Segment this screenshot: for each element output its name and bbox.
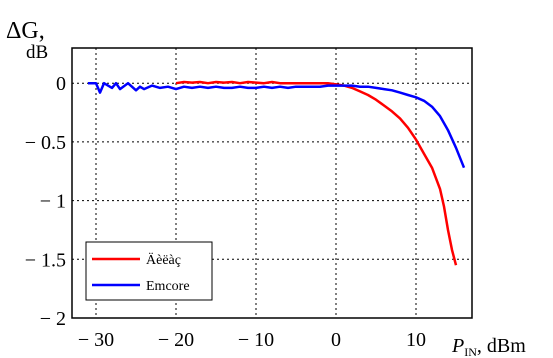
series-line-2 (88, 81, 466, 169)
x-axis-label: PIN, dBm (451, 335, 526, 358)
x-tick-label: − 30 (78, 329, 114, 351)
series-line-1 (175, 80, 458, 266)
y-axis-label: ΔG, (6, 18, 45, 44)
x-axis-symbol: P (451, 335, 464, 357)
y-tick-label: 0 (56, 73, 66, 95)
plot-frame (71, 47, 473, 319)
y-tick-label: − 1.5 (25, 249, 66, 271)
series-lines (88, 80, 466, 266)
y-axis-unit: dB (26, 42, 48, 63)
x-tick-label: − 10 (238, 329, 274, 351)
x-axis-unit: , dBm (477, 335, 526, 357)
tick-labels: − 30 − 20 − 10 0 10 0 − 0.5 − 1 − 1.5 − 2 (25, 73, 426, 351)
legend-label-series-1: Äèëàç (146, 251, 181, 268)
x-axis-subscript: IN (464, 345, 477, 358)
legend: Äèëàç Emcore (85, 241, 213, 301)
y-axis-symbol: ΔG, (6, 18, 45, 44)
y-tick-label: − 2 (40, 308, 66, 330)
x-tick-label: 0 (331, 329, 341, 351)
y-tick-label: − 0.5 (25, 132, 66, 154)
y-tick-label: − 1 (40, 191, 66, 213)
x-tick-label: 10 (406, 329, 426, 351)
legend-label-series-2: Emcore (146, 279, 190, 294)
legend-box (85, 241, 213, 301)
x-tick-label: − 20 (158, 329, 194, 351)
